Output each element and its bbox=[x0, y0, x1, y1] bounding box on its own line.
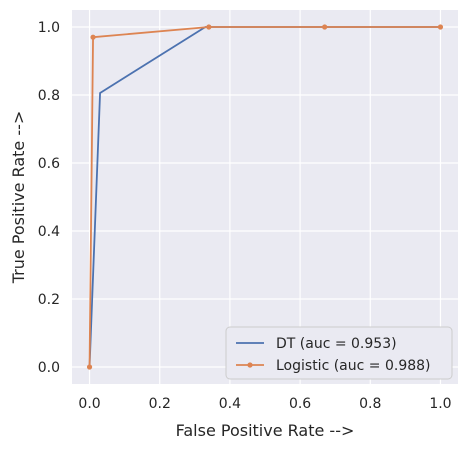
x-tick-label: 0.4 bbox=[219, 396, 241, 412]
y-tick-label: 1.0 bbox=[38, 20, 60, 36]
plot-area bbox=[72, 10, 458, 384]
y-tick-label: 0.4 bbox=[38, 224, 60, 240]
data-point bbox=[322, 24, 328, 30]
x-tick-labels: 0.0 0.2 0.4 0.6 0.8 1.0 bbox=[78, 396, 451, 412]
legend-label-logistic: Logistic (auc = 0.988) bbox=[276, 358, 431, 374]
x-tick-label: 1.0 bbox=[429, 396, 451, 412]
data-point bbox=[206, 24, 212, 30]
y-tick-label: 0.2 bbox=[38, 292, 60, 308]
x-tick-label: 0.2 bbox=[149, 396, 171, 412]
data-point bbox=[437, 24, 444, 30]
y-axis-title: True Positive Rate --> bbox=[9, 111, 28, 285]
y-tick-labels: 0.0 0.2 0.4 0.6 0.8 1.0 bbox=[38, 20, 60, 376]
x-axis-title: False Positive Rate --> bbox=[176, 421, 355, 440]
grid bbox=[72, 10, 458, 384]
x-tick-label: 0.0 bbox=[78, 396, 100, 412]
y-tick-label: 0.8 bbox=[38, 88, 60, 104]
series-layer bbox=[86, 24, 444, 370]
legend-box bbox=[225, 326, 453, 380]
data-point bbox=[86, 364, 93, 370]
legend: DT (auc = 0.953) Logistic (auc = 0.988) bbox=[225, 326, 453, 380]
y-tick-label: 0.0 bbox=[38, 360, 60, 376]
legend-label-dt: DT (auc = 0.953) bbox=[276, 336, 397, 352]
y-tick-label: 0.6 bbox=[38, 156, 60, 172]
data-point bbox=[90, 34, 96, 40]
x-tick-label: 0.8 bbox=[359, 396, 381, 412]
legend-marker-logistic bbox=[247, 362, 253, 368]
x-tick-label: 0.6 bbox=[289, 396, 311, 412]
